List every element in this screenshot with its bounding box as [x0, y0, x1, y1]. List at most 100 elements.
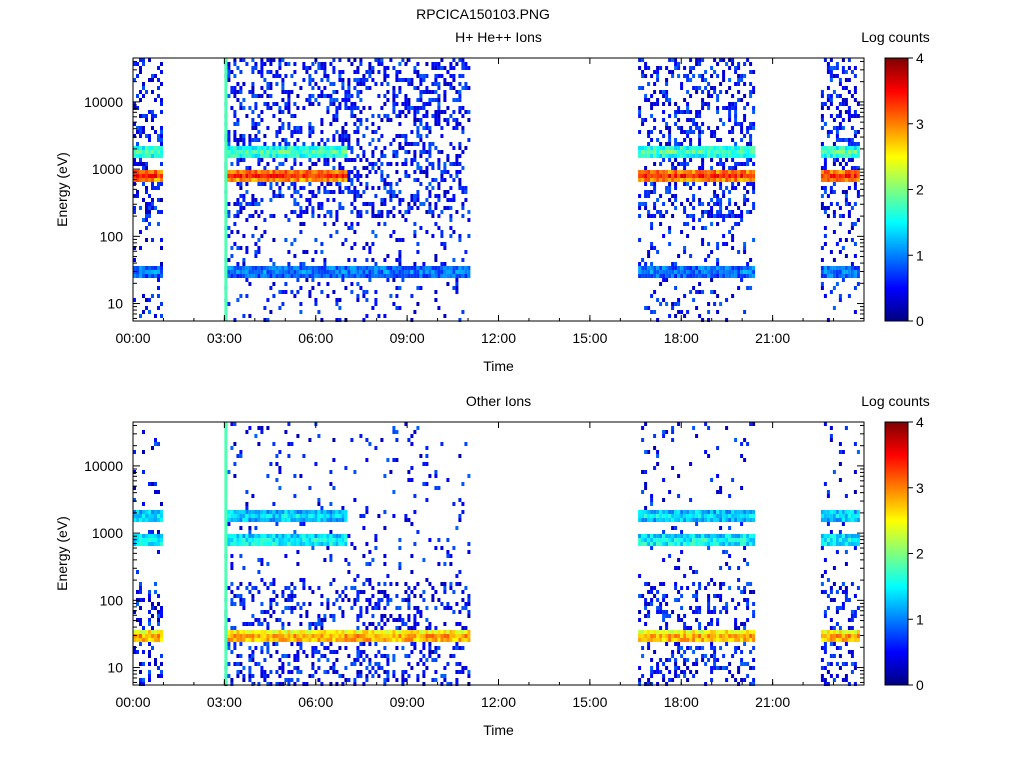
spectrogram-cell [410, 626, 414, 630]
spectrogram-cell [293, 542, 297, 546]
spectrogram-cell [461, 258, 465, 262]
spectrogram-cell [299, 214, 303, 218]
spectrogram-cell [853, 134, 857, 138]
spectrogram-cell [344, 90, 348, 94]
spectrogram-cell [320, 150, 324, 154]
spectrogram-cell [251, 90, 255, 94]
spectrogram-cell [737, 66, 741, 70]
spectrogram-cell [820, 194, 824, 198]
spectrogram-cell [823, 102, 827, 106]
spectrogram-cell [829, 190, 833, 194]
spectrogram-cell [251, 598, 255, 602]
spectrogram-cell [278, 638, 282, 642]
spectrogram-cell [665, 174, 669, 178]
spectrogram-cell [230, 514, 234, 518]
spectrogram-cell [413, 178, 417, 182]
spectrogram-cell [160, 514, 163, 518]
spectrogram-cell [452, 638, 456, 642]
spectrogram-cell [287, 126, 291, 130]
spectrogram-cell [320, 682, 324, 686]
spectrogram-cell [305, 538, 309, 542]
spectrogram-cell [308, 202, 312, 206]
spectrogram-cell [248, 142, 252, 146]
spectrogram-cell [668, 182, 672, 186]
spectrogram-cell [440, 674, 444, 678]
spectrogram-cell [136, 570, 139, 574]
spectrogram-cell [326, 158, 330, 162]
spectrogram-cell [671, 74, 675, 78]
spectrogram-cell [434, 486, 438, 490]
spectrogram-cell [350, 170, 354, 174]
spectrogram-cell [713, 290, 717, 294]
spectrogram-cell [701, 154, 705, 158]
spectrogram-cell [148, 146, 151, 150]
spectrogram-cell [437, 62, 441, 66]
spectrogram-cell [377, 674, 381, 678]
spectrogram-cell [446, 158, 450, 162]
spectrogram-cell [638, 66, 642, 70]
spectrogram-cell [386, 190, 390, 194]
spectrogram-cell [154, 662, 157, 666]
spectrogram-cell [680, 202, 684, 206]
spectrogram-cell [434, 646, 438, 650]
spectrogram-cell [377, 114, 381, 118]
spectrogram-cell [335, 590, 339, 594]
spectrogram-cell [344, 466, 348, 470]
spectrogram-cell [410, 650, 414, 654]
spectrogram-cell [362, 134, 366, 138]
spectrogram-cell [686, 74, 690, 78]
spectrogram-cell [856, 194, 860, 198]
spectrogram-cell [362, 270, 366, 274]
spectrogram-cell [293, 198, 297, 202]
spectrogram-cell [239, 106, 243, 110]
spectrogram-cell [269, 266, 273, 270]
spectrogram-cell [458, 234, 462, 238]
spectrogram-cell [341, 78, 345, 82]
spectrogram-cell [350, 158, 354, 162]
spectrogram-cell [461, 666, 465, 670]
spectrogram-cell [728, 214, 732, 218]
spectrogram-cell [689, 130, 693, 134]
spectrogram-cell [383, 630, 387, 634]
spectrogram-cell [716, 242, 720, 246]
spectrogram-cell [686, 270, 690, 274]
spectrogram-cell [157, 634, 160, 638]
spectrogram-cell [728, 118, 732, 122]
spectrogram-cell [844, 274, 848, 278]
spectrogram-cell [266, 170, 270, 174]
spectrogram-cell [368, 70, 372, 74]
spectrogram-cell [296, 666, 300, 670]
spectrogram-cell [725, 318, 729, 322]
spectrogram-cell [832, 214, 836, 218]
spectrogram-cell [656, 670, 660, 674]
spectrogram-cell [710, 214, 714, 218]
spectrogram-cell [683, 74, 687, 78]
spectrogram-cell [446, 630, 450, 634]
spectrogram-cell [653, 434, 657, 438]
spectrogram-cell [326, 518, 330, 522]
spectrogram-cell [449, 634, 453, 638]
spectrogram-cell [838, 238, 842, 242]
spectrogram-cell [136, 146, 139, 150]
spectrogram-cell [659, 174, 663, 178]
spectrogram-cell [458, 110, 462, 114]
spectrogram-cell [641, 646, 645, 650]
spectrogram-cell [692, 270, 696, 274]
spectrogram-cell [641, 118, 645, 122]
spectrogram-cell [407, 478, 411, 482]
spectrogram-cell [650, 602, 654, 606]
spectrogram-cell [707, 146, 711, 150]
spectrogram-cell [832, 150, 836, 154]
spectrogram-cell [157, 134, 160, 138]
spectrogram-cell [302, 518, 306, 522]
spectrogram-cell [374, 82, 378, 86]
spectrogram-cell [850, 114, 854, 118]
spectrogram-cell [668, 230, 672, 234]
spectrogram-cell [317, 542, 321, 546]
spectrogram-cell [290, 582, 294, 586]
spectrogram-cell [446, 274, 450, 278]
spectrogram-cell [820, 258, 824, 262]
spectrogram-cell [323, 274, 327, 278]
spectrogram-cell [659, 154, 663, 158]
spectrogram-cell [719, 266, 723, 270]
